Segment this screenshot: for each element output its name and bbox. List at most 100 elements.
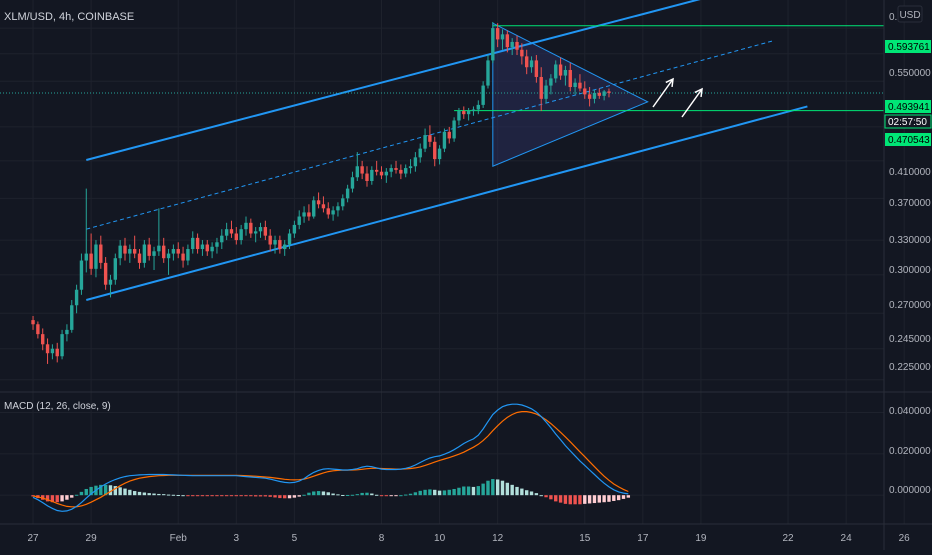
macd-histogram-bar [132,491,137,496]
candle-body [215,242,219,247]
candle-body [181,253,185,261]
channel-lower-line[interactable] [86,105,808,301]
support-price-label: 0.470543 [888,135,930,146]
time-tick-label: 17 [637,533,649,544]
macd-histogram-bar [612,495,616,501]
macd-histogram-bar [302,494,306,496]
macd-histogram-bar [186,495,190,497]
symbol-title[interactable]: XLM/USD, 4h, COINBASE [4,11,134,23]
price-candles [31,21,611,364]
macd-histogram-bar [79,491,84,496]
candle-body [263,227,268,236]
macd-tick: 0.020000 [889,446,931,457]
macd-histogram-bar [60,495,64,502]
candle-body [437,148,442,160]
candle-body [84,253,88,261]
macd-histogram-bar [166,494,171,496]
macd-histogram-bar [399,495,403,497]
candle-body [539,76,543,99]
macd-histogram-bar [50,495,55,503]
candle-body [108,279,113,285]
candle-body [549,78,553,86]
candle-body [103,262,108,285]
macd-histogram-bar [283,495,287,499]
macd-histogram-bar [370,493,374,496]
macd-histogram-bar [263,495,268,497]
macd-histogram-bar [239,495,243,497]
candle-body [404,168,408,174]
candle-body [578,82,582,89]
currency-button[interactable] [897,5,923,23]
candle-body [554,64,558,79]
candle-body [350,177,355,189]
candle-body [258,227,263,232]
macd-histogram-bar [534,493,539,496]
candle-body [466,111,471,115]
price-tick: 0.270000 [889,300,931,311]
macd-histogram-bar [389,495,393,497]
macd-histogram-bar [404,494,408,496]
channel-upper-line[interactable] [86,0,807,161]
arrow-up-icon[interactable] [681,88,703,118]
macd-histogram-bar [191,495,195,497]
macd-histogram-bar [355,494,359,496]
macd-histogram-bar [379,495,384,497]
time-tick-label: 22 [782,533,794,544]
candle-body [529,60,534,68]
macd-histogram-bar [578,495,582,505]
candle-body [283,244,287,250]
macd-histogram-bar [374,494,379,496]
macd-histogram-bar [176,494,180,496]
candle-body [45,344,50,354]
macd-histogram-bar [74,494,79,496]
candle-body [195,237,200,250]
candle-body [123,245,127,254]
macd-histogram-bar [65,495,69,500]
macd-histogram-bar [607,495,611,502]
candle-body [370,169,374,182]
countdown-tag [884,114,932,129]
macd-histogram-bar [360,492,364,496]
macd-histogram-bar [229,495,234,497]
candle-body [152,251,156,256]
macd-histogram-bar [408,493,413,496]
candle-body [142,244,147,263]
candle-body [563,69,568,76]
candle-body [171,249,176,254]
macd-histogram-bar [466,486,471,496]
candle-body [418,148,422,158]
macd-histogram-bar [437,490,442,496]
candle-body [132,249,137,254]
candle-body [191,237,195,250]
candle-body [99,244,103,263]
candle-body [428,135,432,142]
candle-body [50,348,55,354]
time-tick-label: 10 [434,533,446,544]
macd-histogram-bar [287,495,292,499]
macd-histogram-bar [152,493,156,496]
candle-body [307,212,311,217]
macd-histogram-bar [616,495,621,501]
time-axis[interactable]: 27 29 Feb 3 5 8 10 12 15 17 19 22 24 26 [27,533,910,544]
macd-histogram-bar [350,494,355,496]
macd-histogram-bar [495,479,500,496]
price-tick: 0.550000 [889,68,931,79]
candle-body [355,166,359,178]
candle-body [79,260,84,290]
price-tick: 0.225000 [889,362,931,373]
macd-histogram-bar [447,489,451,496]
time-tick-label: 5 [292,533,298,544]
candle-body [583,88,587,95]
time-tick-label: 24 [841,533,853,544]
macd-histogram-bar [433,489,437,496]
candle-body [486,60,490,86]
candle-body [495,28,500,40]
candle-body [36,324,40,335]
arrow-up-icon[interactable] [652,78,674,108]
macd-histogram-bar [457,487,461,496]
macd-title[interactable]: MACD (12, 26, close, 9) [4,401,111,412]
macd-histogram-bar [583,495,587,504]
